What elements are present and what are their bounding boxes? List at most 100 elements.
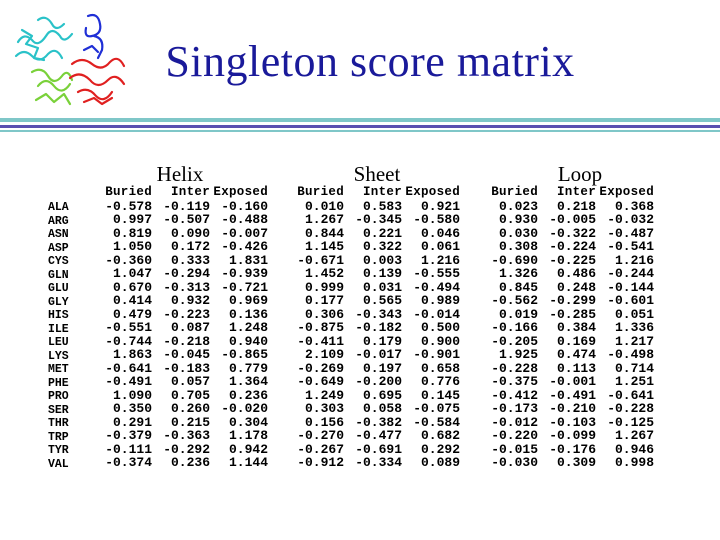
score-cell: -0.487 [607, 225, 654, 241]
column-header: Inter [362, 185, 402, 199]
score-cell: -0.412 [491, 387, 538, 403]
residue-label: ALA [48, 201, 69, 214]
score-cell: 0.714 [614, 360, 654, 376]
score-cell: -0.103 [549, 414, 596, 430]
score-cell: 0.248 [556, 279, 596, 295]
score-cell: 0.145 [420, 387, 460, 403]
score-cell: -0.005 [549, 212, 596, 227]
score-cell: -0.160 [221, 198, 268, 214]
residue-label: MET [48, 363, 69, 376]
table-row: -0.912 -0.334 0.089 [288, 456, 460, 470]
score-cell: 1.336 [614, 320, 654, 335]
score-cell: -0.223 [163, 306, 210, 322]
score-cell: -0.183 [163, 360, 210, 376]
score-cell: -0.224 [549, 239, 596, 254]
score-cell: 0.309 [556, 455, 596, 470]
score-cell: 0.583 [362, 198, 402, 214]
score-cell: -0.294 [163, 266, 210, 281]
residue-label: GLY [48, 295, 69, 309]
table-row: 0.306 -0.343 -0.014 [288, 306, 460, 322]
table-row: 0.308 -0.224 -0.541 [482, 240, 654, 254]
score-cell: 1.364 [228, 374, 268, 389]
score-cell: 0.090 [170, 225, 210, 241]
score-cell: 0.368 [614, 198, 654, 214]
score-cell: -0.125 [607, 414, 654, 430]
score-cell: -0.477 [355, 428, 402, 443]
score-cell: -0.205 [491, 333, 538, 349]
score-cell: 0.087 [170, 320, 210, 335]
score-cell: -0.507 [163, 212, 210, 227]
residue-label: ARG [48, 214, 69, 228]
table-row: 0.670 -0.313 -0.721 [96, 279, 268, 295]
score-cell: -0.671 [297, 252, 344, 268]
score-cell: 1.863 [112, 347, 152, 362]
score-cell: -0.020 [221, 401, 268, 416]
score-cell: 1.249 [304, 387, 344, 403]
table-row: -0.411 0.179 0.900 [288, 334, 460, 349]
table-row: -0.360 0.333 1.831 [96, 252, 268, 268]
table-row: 1.267 -0.345 -0.580 [288, 213, 460, 227]
score-cell: 1.267 [614, 428, 654, 443]
table-row: 0.030 -0.322 -0.487 [482, 225, 654, 241]
score-cell: 1.452 [304, 266, 344, 281]
table-row: -0.269 0.197 0.658 [288, 360, 460, 376]
score-cell: -0.322 [549, 225, 596, 241]
score-cell: -0.014 [413, 306, 460, 322]
column-header: Inter [556, 185, 596, 199]
score-cell: 0.930 [498, 212, 538, 227]
score-cell: 0.177 [304, 293, 344, 308]
score-cell: -0.017 [355, 347, 402, 362]
score-cell: -0.360 [105, 252, 152, 268]
divider-rule [0, 130, 720, 132]
score-cell: -0.220 [491, 428, 538, 443]
score-cell: -0.562 [491, 293, 538, 308]
table-row: 0.303 0.058 -0.075 [288, 402, 460, 416]
score-cell: 0.384 [556, 320, 596, 335]
table-row: 2.109 -0.017 -0.901 [288, 348, 460, 362]
table-row: 0.819 0.090 -0.007 [96, 225, 268, 241]
table-row: -0.551 0.087 1.248 [96, 321, 268, 335]
score-cell: 0.236 [228, 387, 268, 403]
score-cell: 0.969 [228, 293, 268, 308]
score-cell: 0.010 [304, 198, 344, 214]
score-cell: 0.479 [112, 306, 152, 322]
column-header: Exposed [213, 185, 268, 199]
score-cell: -0.228 [607, 401, 654, 416]
score-cell: 0.023 [498, 198, 538, 214]
score-cell: -0.244 [607, 266, 654, 281]
column-header-row: Buried Inter Exposed [482, 185, 654, 200]
score-cell: -0.001 [549, 374, 596, 389]
table-row: 1.452 0.139 -0.555 [288, 267, 460, 281]
score-cell: 0.197 [362, 360, 402, 376]
score-cell: -0.382 [355, 414, 402, 430]
score-cell: 0.921 [420, 198, 460, 214]
column-header: Inter [170, 185, 210, 199]
score-cell: -0.015 [491, 441, 538, 457]
table-row: 1.249 0.695 0.145 [288, 387, 460, 403]
score-cell: -0.374 [105, 455, 152, 470]
score-cell: -0.578 [105, 198, 152, 214]
score-cell: 0.946 [614, 441, 654, 457]
residue-label: THR [48, 417, 69, 430]
score-cell: -0.267 [297, 441, 344, 457]
score-cell: 0.046 [420, 225, 460, 241]
score-cell: -0.375 [491, 374, 538, 389]
score-cell: -0.721 [221, 279, 268, 295]
score-cell: 1.925 [498, 347, 538, 362]
residue-label: PHE [48, 376, 69, 390]
score-table-helix: Buried Inter Exposed -0.578 -0.119 -0.160 0.99… [96, 185, 268, 470]
score-cell: 0.218 [556, 198, 596, 214]
score-cell: 0.414 [112, 293, 152, 308]
score-cell: 0.139 [362, 266, 402, 281]
residue-label: VAL [48, 457, 69, 471]
score-cell: 0.113 [556, 360, 596, 376]
score-cell: 2.109 [304, 347, 344, 362]
table-row: 0.023 0.218 0.368 [482, 198, 654, 214]
score-cell: -0.075 [413, 401, 460, 416]
score-cell: -0.691 [355, 441, 402, 457]
score-cell: 0.057 [170, 374, 210, 389]
score-cell: -0.498 [607, 347, 654, 362]
table-row: 0.019 -0.285 0.051 [482, 307, 654, 322]
score-cell: -0.363 [163, 428, 210, 443]
score-cell: 1.144 [228, 455, 268, 470]
